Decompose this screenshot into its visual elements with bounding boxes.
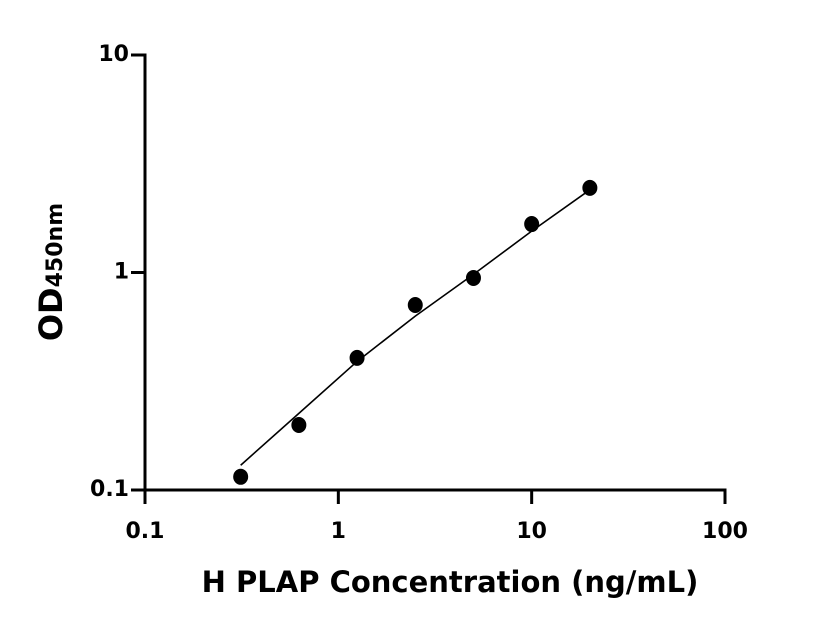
- y-axis-label-group: OD450nm: [32, 203, 70, 341]
- x-tick-label: 10: [516, 519, 547, 544]
- data-point: [407, 296, 423, 313]
- y-tick-label: 0.1: [90, 477, 129, 502]
- y-tick-label: 1: [114, 260, 129, 285]
- y-tick-label: 10: [98, 42, 129, 67]
- y-axis-label: OD450nm: [32, 203, 70, 341]
- x-tick-label: 1: [331, 519, 346, 544]
- data-point: [524, 216, 540, 233]
- data-point: [349, 349, 365, 366]
- data-point: [582, 179, 598, 196]
- data-point: [291, 416, 307, 433]
- data-point: [233, 468, 249, 485]
- y-axis-label-sub: 450nm: [43, 203, 68, 288]
- x-tick-label: 100: [702, 519, 748, 544]
- y-axis-label-main: OD: [32, 287, 70, 341]
- data-point: [465, 269, 481, 286]
- x-tick-label: 0.1: [126, 519, 165, 544]
- x-axis-label: H PLAP Concentration (ng/mL): [202, 565, 699, 599]
